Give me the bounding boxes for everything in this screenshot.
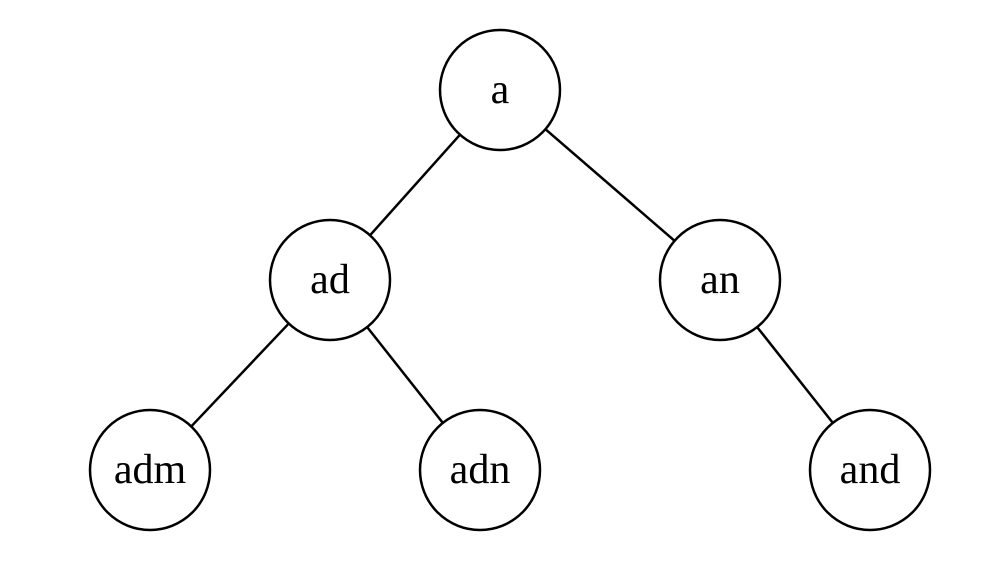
node-label: ad	[310, 257, 350, 303]
tree-edge	[545, 129, 674, 241]
node-label: an	[700, 257, 740, 303]
tree-edge	[367, 327, 443, 423]
node-label: and	[840, 447, 901, 493]
tree-edge	[757, 327, 833, 423]
tree-diagram: a ad an adm adn and	[0, 0, 1000, 573]
node-label: adn	[450, 447, 511, 493]
tree-edge	[191, 324, 288, 427]
tree-node: and	[810, 410, 930, 530]
tree-node: a	[440, 30, 560, 150]
tree-node: adn	[420, 410, 540, 530]
tree-node: adm	[90, 410, 210, 530]
tree-node: an	[660, 220, 780, 340]
tree-node: ad	[270, 220, 390, 340]
tree-edge	[370, 135, 460, 236]
node-label: a	[491, 67, 510, 113]
node-label: adm	[114, 447, 187, 493]
